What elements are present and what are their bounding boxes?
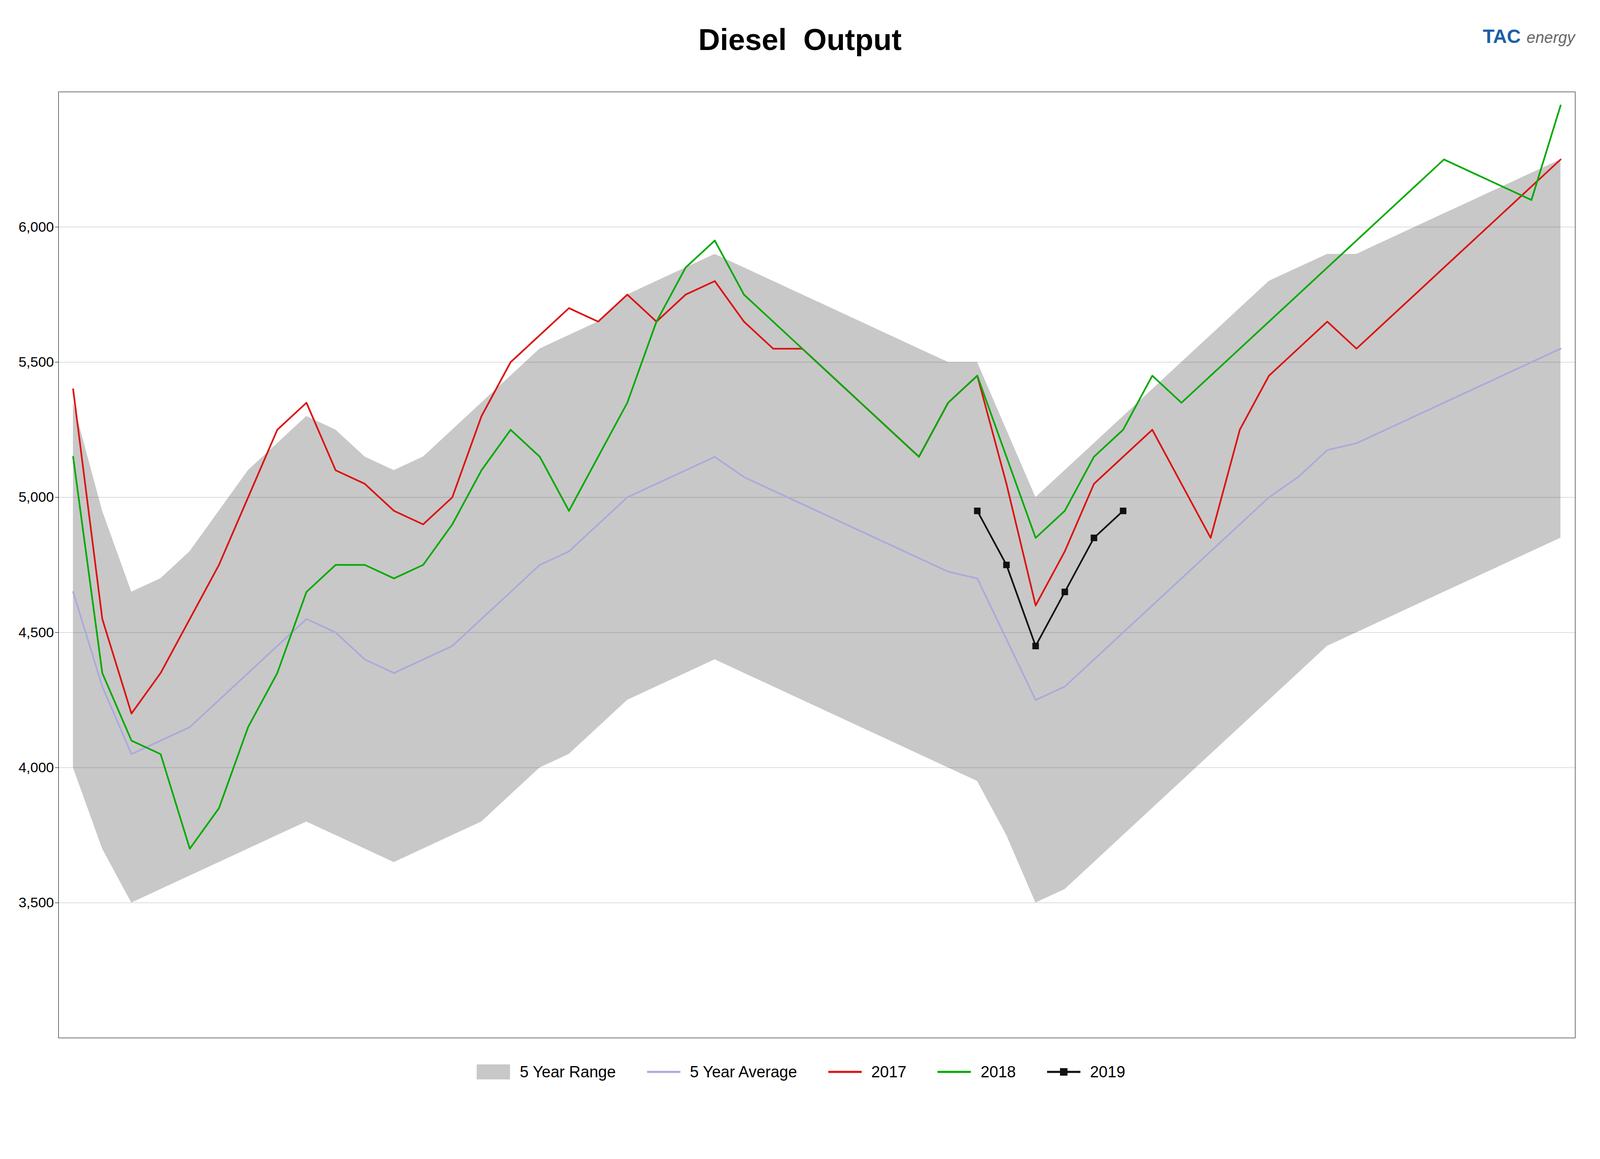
html-text:5 Year Average: 5 Year Average <box>689 1062 798 1081</box>
svg-text:4,000: 4,000 <box>18 759 54 775</box>
svg-text:4,500: 4,500 <box>18 624 54 640</box>
html-text:5 Year Range: 5 Year Range <box>519 1062 616 1081</box>
svg-text:6,000: 6,000 <box>18 218 54 235</box>
html-text:2019: 2019 <box>1090 1062 1126 1081</box>
html-text:TAC energy: TAC energy <box>1482 25 1575 48</box>
svg-text:5,000: 5,000 <box>18 488 54 505</box>
html-text:2018: 2018 <box>980 1062 1016 1081</box>
svg-text:5,500: 5,500 <box>18 353 54 370</box>
html-text:Diesel Output: Diesel Output <box>698 22 902 57</box>
svg-text:3,500: 3,500 <box>18 894 54 910</box>
html-text:2017: 2017 <box>871 1062 907 1081</box>
